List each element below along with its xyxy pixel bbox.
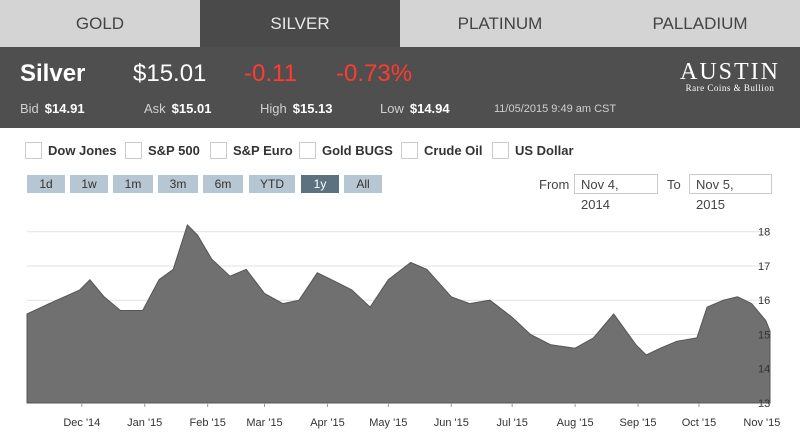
range-1d-button[interactable]: 1d — [27, 175, 65, 193]
compare-label: Crude Oil — [424, 143, 483, 158]
to-label: To — [667, 177, 681, 192]
ask-value: $15.01 — [171, 101, 212, 116]
price-chart: 13 14 15 16 17 18 Dec '14 Jan '15 Feb '15 Mar '1… — [26, 223, 780, 429]
tab-silver[interactable]: SILVER — [200, 0, 400, 47]
to-date-input[interactable]: Nov 5, 2015 — [689, 174, 772, 212]
x-tick-label: Nov '15 — [743, 417, 780, 429]
from-date-input[interactable]: Nov 4, 2014 — [574, 174, 658, 212]
high-label: High — [260, 101, 287, 116]
checkbox[interactable] — [401, 142, 418, 159]
compare-us-dollar[interactable]: US Dollar — [492, 142, 574, 159]
bid-value: $14.91 — [44, 101, 85, 116]
ask-stat: Ask $15.01 — [144, 101, 211, 116]
tab-palladium[interactable]: PALLADIUM — [652, 13, 748, 33]
tab-gold[interactable]: GOLD — [75, 13, 125, 33]
range-1w-button[interactable]: 1w — [70, 175, 108, 193]
tab-platinum[interactable]: PLATINUM — [457, 13, 543, 33]
compare-sp-euro[interactable]: S&P Euro — [210, 142, 293, 159]
low-label: Low — [380, 101, 404, 116]
x-tick-label: Mar '15 — [246, 417, 282, 429]
compare-crude-oil[interactable]: Crude Oil — [401, 142, 483, 159]
checkbox[interactable] — [210, 142, 227, 159]
metal-tabs: GOLD SILVER PLATINUM PALLADIUM — [0, 0, 800, 47]
austin-logo: AUSTIN Rare Coins & Bullion — [680, 59, 780, 93]
quote-panel: Silver $15.01 -0.11 -0.73% Bid $14.91 Ask… — [0, 47, 800, 128]
compare-label: US Dollar — [515, 143, 574, 158]
x-tick-label: Aug '15 — [557, 417, 594, 429]
metal-name: Silver — [20, 60, 86, 87]
compare-sp500[interactable]: S&P 500 — [125, 142, 200, 159]
range-6m-button[interactable]: 6m — [203, 175, 243, 193]
range-3m-button[interactable]: 3m — [158, 175, 198, 193]
x-tick-label: May '15 — [369, 417, 407, 429]
y-tick-label: 14 — [758, 364, 770, 376]
logo-main-text: AUSTIN — [680, 59, 780, 85]
checkbox[interactable] — [492, 142, 509, 159]
compare-label: S&P Euro — [233, 143, 293, 158]
y-tick-label: 18 — [758, 227, 770, 239]
logo-sub-text: Rare Coins & Bullion — [685, 83, 775, 93]
y-tick-label: 13 — [758, 398, 770, 410]
from-label: From — [539, 177, 570, 192]
compare-dow-jones[interactable]: Dow Jones — [25, 142, 117, 159]
price-area-series — [26, 223, 771, 404]
x-tick-label: Jul '15 — [496, 417, 527, 429]
checkbox[interactable] — [25, 142, 42, 159]
compare-label: S&P 500 — [148, 143, 200, 158]
x-tick-label: Sep '15 — [620, 417, 657, 429]
x-tick-label: Dec '14 — [63, 417, 100, 429]
compare-label: Dow Jones — [48, 143, 117, 158]
range-ytd-button[interactable]: YTD — [249, 175, 295, 193]
low-stat: Low $14.94 — [380, 101, 450, 116]
price-change-percent: -0.73% — [336, 60, 413, 87]
y-tick-label: 15 — [758, 329, 770, 341]
high-value: $15.13 — [292, 101, 333, 116]
range-1m-button[interactable]: 1m — [113, 175, 153, 193]
y-tick-label: 17 — [758, 261, 770, 273]
high-stat: High $15.13 — [260, 101, 333, 116]
x-tick-label: Feb '15 — [189, 417, 225, 429]
x-tick-label: Jun '15 — [434, 417, 469, 429]
range-1y-button[interactable]: 1y — [301, 175, 339, 193]
price-change: -0.11 — [244, 60, 297, 87]
compare-label: Gold BUGS — [322, 143, 393, 158]
checkbox[interactable] — [125, 142, 142, 159]
y-tick-label: 16 — [758, 295, 770, 307]
x-tick-label: Jan '15 — [127, 417, 162, 429]
spot-price: $15.01 — [133, 60, 207, 87]
bid-label: Bid — [20, 101, 39, 116]
ask-label: Ask — [144, 101, 166, 116]
x-tick-label: Oct '15 — [682, 417, 717, 429]
compare-gold-bugs[interactable]: Gold BUGS — [299, 142, 393, 159]
checkbox[interactable] — [299, 142, 316, 159]
range-all-button[interactable]: All — [344, 175, 382, 193]
x-tick-label: Apr '15 — [310, 417, 345, 429]
low-value: $14.94 — [409, 101, 450, 116]
quote-timestamp: 11/05/2015 9:49 am CST — [494, 103, 617, 115]
bid-stat: Bid $14.91 — [20, 101, 85, 116]
